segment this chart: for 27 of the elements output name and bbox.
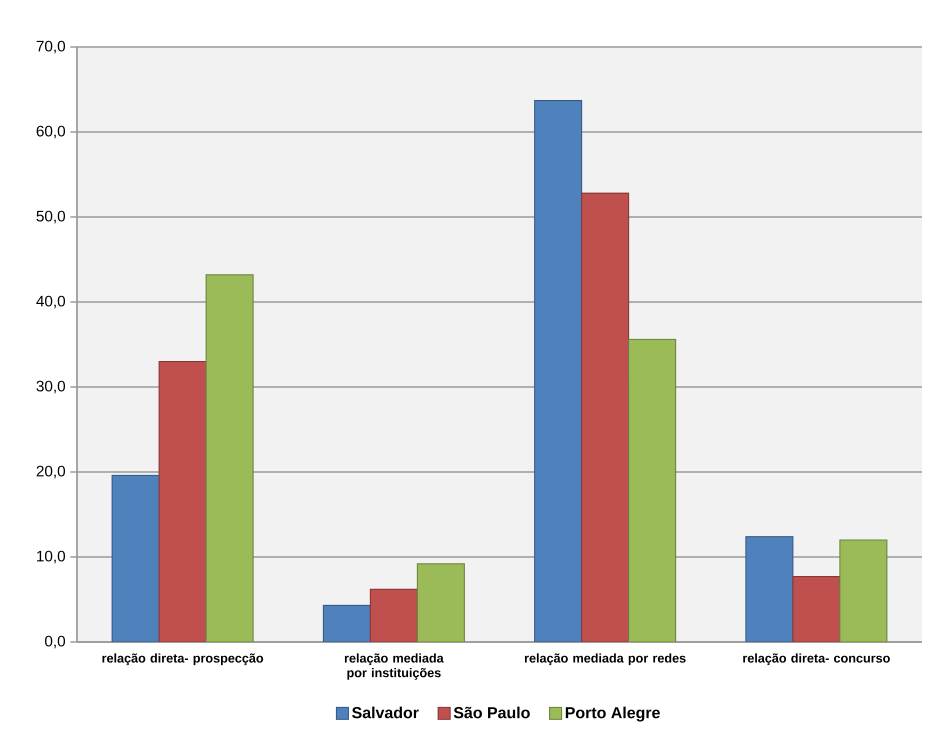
bar xyxy=(370,588,418,642)
bar xyxy=(206,274,254,642)
x-tick-label: relação direta- concurso xyxy=(743,653,890,666)
bar xyxy=(792,576,840,642)
x-tick-label: relação mediada por instituições xyxy=(344,653,444,680)
y-tick-label: 30,0 xyxy=(36,380,66,394)
y-tick-label: 50,0 xyxy=(36,210,66,224)
bar xyxy=(416,563,465,642)
bar xyxy=(158,360,207,642)
x-tick-label: relação direta- prospecção xyxy=(102,653,264,666)
y-tick-label: 0,0 xyxy=(45,636,66,648)
bar xyxy=(322,604,371,642)
bar xyxy=(745,536,794,642)
bar xyxy=(839,539,888,642)
y-tick-label: 20,0 xyxy=(36,466,66,478)
y-tick-label: 40,0 xyxy=(36,296,66,308)
legend-label: Porto Alegre xyxy=(566,706,660,722)
legend-label: São Paulo xyxy=(454,706,530,718)
y-tick-label: 60,0 xyxy=(36,126,66,138)
bar xyxy=(112,474,160,642)
x-tick-label: relação mediada por redes xyxy=(524,653,686,666)
bar xyxy=(534,100,582,642)
y-tick-label: 70,0 xyxy=(36,40,66,54)
y-tick-label: 10,0 xyxy=(37,550,66,564)
bar xyxy=(628,338,676,642)
bar xyxy=(581,192,630,642)
legend-label: Salvador xyxy=(352,706,419,718)
